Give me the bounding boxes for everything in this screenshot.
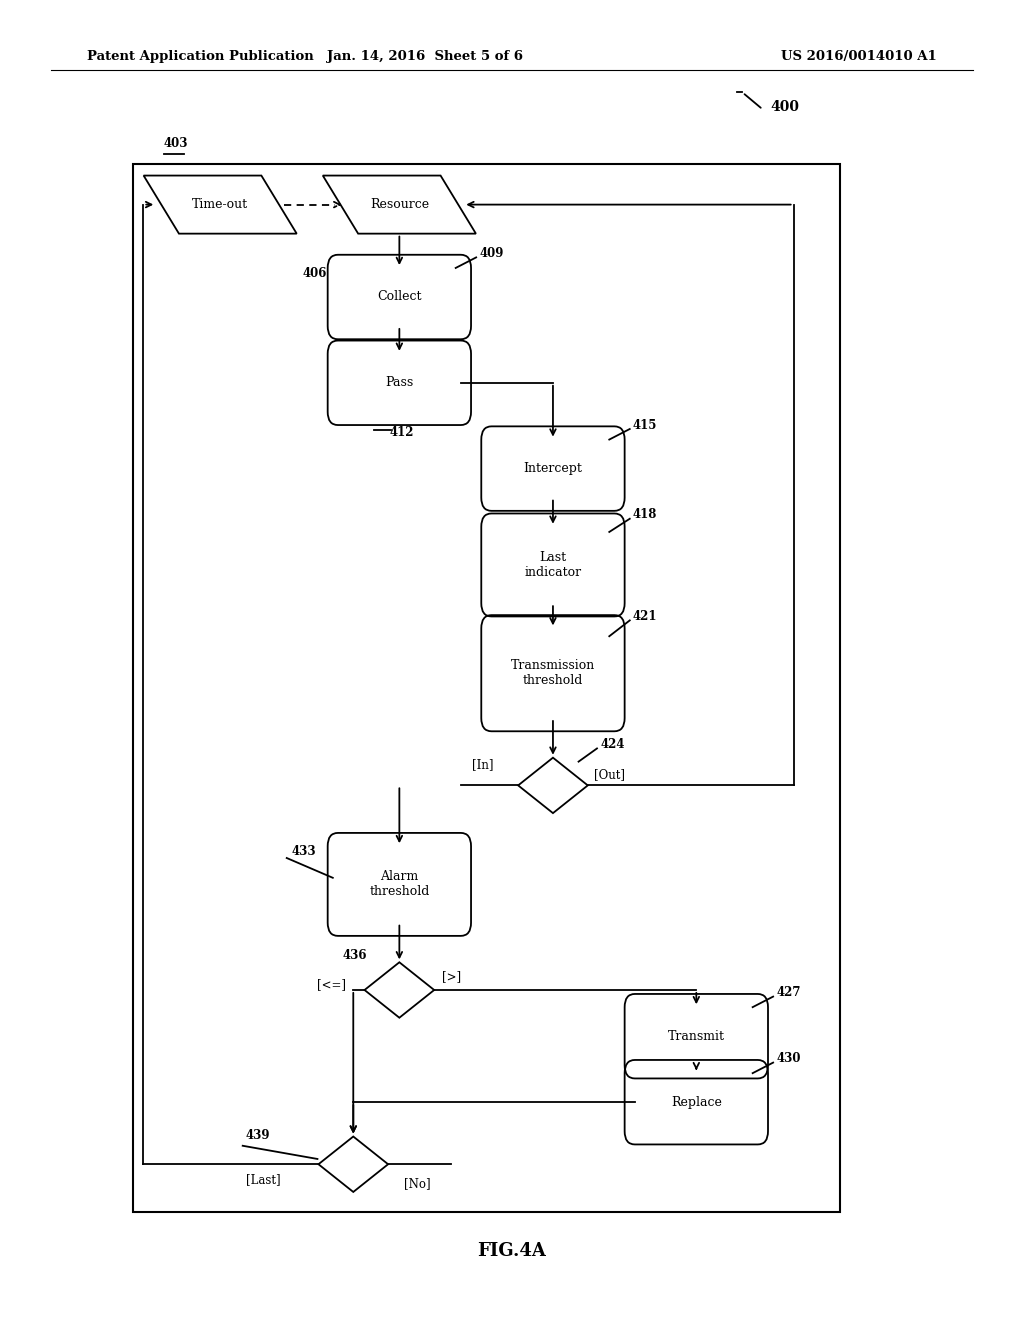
Text: Resource: Resource [370,198,429,211]
Text: Jan. 14, 2016  Sheet 5 of 6: Jan. 14, 2016 Sheet 5 of 6 [327,50,523,63]
Text: 406: 406 [302,267,327,280]
Text: FIG.4A: FIG.4A [477,1242,547,1261]
Text: Patent Application Publication: Patent Application Publication [87,50,313,63]
Text: [Out]: [Out] [594,768,625,781]
Text: Transmission
threshold: Transmission threshold [511,659,595,688]
Text: [>]: [>] [442,970,462,983]
Text: 424: 424 [600,738,625,751]
Text: [No]: [No] [404,1177,431,1191]
Text: 427: 427 [776,986,801,999]
Text: Last
indicator: Last indicator [524,550,582,579]
Text: Transmit: Transmit [668,1030,725,1043]
Text: 430: 430 [776,1052,801,1065]
Text: 439: 439 [246,1129,270,1142]
Text: [In]: [In] [472,758,494,771]
Text: 433: 433 [292,845,316,858]
Text: Time-out: Time-out [193,198,248,211]
Text: 421: 421 [633,610,657,623]
Text: 436: 436 [343,949,368,962]
Text: Intercept: Intercept [523,462,583,475]
Text: 415: 415 [633,418,657,432]
Text: Replace: Replace [671,1096,722,1109]
Text: [<=]: [<=] [317,978,346,991]
Text: 418: 418 [633,508,657,521]
Text: [Last]: [Last] [246,1173,281,1187]
Text: 409: 409 [479,247,504,260]
Text: 403: 403 [164,137,188,150]
Text: 400: 400 [770,100,799,114]
Text: US 2016/0014010 A1: US 2016/0014010 A1 [781,50,937,63]
Text: Pass: Pass [385,376,414,389]
Bar [133,164,840,1212]
Text: 412: 412 [389,426,414,440]
Text: Collect: Collect [377,290,422,304]
Text: Alarm
threshold: Alarm threshold [370,870,429,899]
